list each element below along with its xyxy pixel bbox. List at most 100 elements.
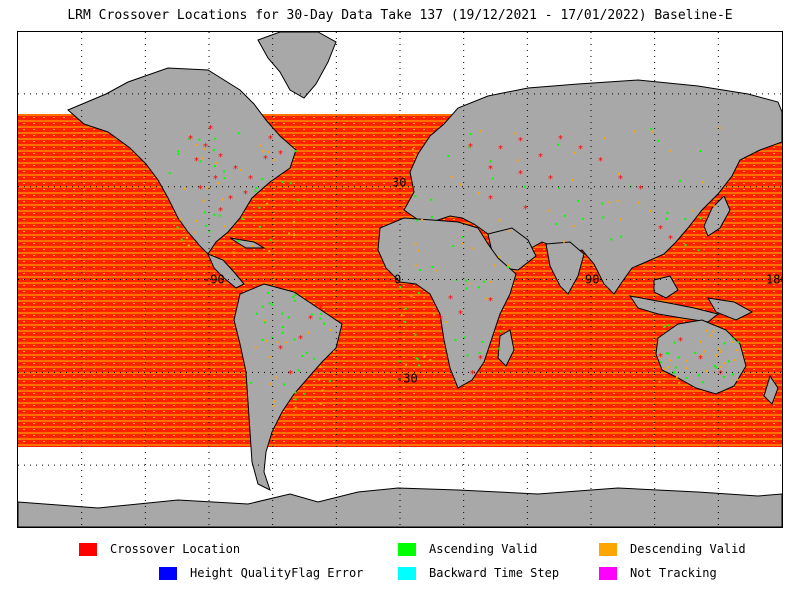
crossover-location-marker: * bbox=[218, 206, 223, 217]
crossover-location-marker: * bbox=[263, 154, 268, 165]
validity-speck bbox=[195, 220, 197, 222]
validity-speck bbox=[477, 192, 480, 195]
north-america bbox=[67, 67, 297, 255]
validity-speck bbox=[582, 217, 584, 220]
validity-speck bbox=[239, 168, 242, 171]
validity-speck bbox=[218, 214, 221, 217]
crossover-location-marker: * bbox=[698, 354, 703, 365]
validity-speck bbox=[261, 178, 264, 181]
crossover-location-marker: * bbox=[488, 194, 493, 205]
validity-speck bbox=[507, 264, 510, 267]
south-america bbox=[233, 283, 343, 491]
validity-speck bbox=[217, 182, 219, 184]
crossover-location-marker: * bbox=[478, 354, 483, 365]
greenland bbox=[257, 32, 337, 99]
crossover-location-marker: * bbox=[668, 234, 673, 245]
validity-speck bbox=[429, 359, 432, 361]
validity-speck bbox=[267, 292, 270, 294]
validity-speck bbox=[508, 229, 511, 232]
validity-speck bbox=[603, 137, 606, 140]
crossover-location-marker: * bbox=[278, 344, 283, 355]
legend-item-backward-time-step: Backward Time Step bbox=[398, 566, 559, 580]
crossover-location-marker: * bbox=[233, 164, 238, 175]
validity-speck bbox=[303, 392, 306, 395]
validity-speck bbox=[313, 357, 315, 360]
validity-speck bbox=[507, 266, 510, 269]
validity-speck bbox=[555, 223, 558, 225]
indonesia bbox=[628, 295, 720, 323]
validity-speck bbox=[705, 370, 708, 373]
longitude-label: 0 bbox=[394, 273, 401, 287]
validity-speck bbox=[404, 307, 407, 310]
validity-speck bbox=[719, 350, 722, 353]
validity-speck bbox=[468, 146, 471, 148]
validity-speck bbox=[421, 218, 424, 221]
validity-speck bbox=[498, 255, 501, 258]
validity-speck bbox=[283, 383, 286, 386]
crossover-location-marker: * bbox=[718, 369, 723, 380]
validity-speck bbox=[293, 221, 295, 223]
validity-speck bbox=[264, 319, 267, 322]
validity-speck bbox=[186, 236, 188, 239]
validity-speck bbox=[548, 209, 551, 212]
validity-speck bbox=[718, 127, 721, 130]
validity-speck bbox=[657, 139, 660, 142]
validity-speck bbox=[602, 216, 605, 219]
legend-label: Not Tracking bbox=[630, 566, 717, 580]
validity-speck bbox=[703, 350, 706, 353]
validity-speck bbox=[311, 313, 313, 316]
validity-speck bbox=[709, 334, 712, 337]
validity-speck bbox=[200, 157, 203, 160]
validity-speck bbox=[558, 186, 561, 189]
validity-speck bbox=[411, 148, 414, 151]
validity-speck bbox=[678, 179, 681, 182]
validity-speck bbox=[675, 376, 678, 379]
validity-speck bbox=[465, 279, 467, 282]
validity-speck bbox=[732, 337, 735, 340]
validity-speck bbox=[294, 391, 297, 394]
crossover-location-marker: * bbox=[448, 294, 453, 305]
crossover-location-marker: * bbox=[488, 296, 493, 307]
validity-speck bbox=[187, 244, 190, 247]
validity-speck bbox=[195, 143, 198, 146]
validity-speck bbox=[271, 303, 274, 306]
longitude-label: -90 bbox=[203, 273, 225, 287]
validity-speck bbox=[727, 360, 730, 363]
validity-speck bbox=[718, 347, 721, 350]
crossover-location-markers: ******** ** ****** ********* * **************… bbox=[188, 124, 723, 380]
validity-speck bbox=[320, 312, 322, 315]
japan bbox=[703, 195, 731, 237]
crossover-location-marker: * bbox=[278, 149, 283, 160]
validity-speck bbox=[667, 366, 669, 368]
validity-speck bbox=[414, 264, 417, 267]
validity-speck bbox=[684, 218, 687, 221]
validity-speck bbox=[722, 375, 725, 378]
crossover-location-marker: * bbox=[298, 334, 303, 345]
validity-speck bbox=[400, 314, 403, 317]
validity-speck bbox=[667, 352, 670, 355]
validity-speck bbox=[659, 355, 662, 358]
validity-speck bbox=[415, 357, 418, 360]
validity-speck bbox=[416, 358, 419, 361]
validity-speck bbox=[667, 324, 670, 327]
validity-speck bbox=[259, 144, 261, 147]
crossover-location-marker: * bbox=[638, 184, 643, 195]
validity-speck bbox=[268, 250, 271, 253]
validity-speck bbox=[434, 269, 437, 272]
validity-speck bbox=[294, 398, 297, 401]
validity-speck bbox=[288, 232, 291, 235]
validity-speck bbox=[251, 245, 254, 248]
validity-speck bbox=[293, 338, 296, 341]
validity-speck bbox=[281, 331, 284, 334]
crossover-location-marker: * bbox=[518, 169, 523, 180]
crossover-location-marker: * bbox=[203, 142, 208, 153]
validity-speck bbox=[405, 363, 408, 366]
crossover-location-marker: * bbox=[248, 174, 253, 185]
crossover-location-marker: * bbox=[198, 184, 203, 195]
legend-item-height-qualityflag-error: Height QualityFlag Error bbox=[159, 566, 363, 580]
legend-item-ascending-valid: Ascending Valid bbox=[398, 542, 537, 556]
validity-speck bbox=[700, 354, 703, 357]
validity-speck bbox=[433, 313, 436, 316]
validity-speck bbox=[418, 269, 421, 271]
validity-speck bbox=[699, 150, 702, 152]
